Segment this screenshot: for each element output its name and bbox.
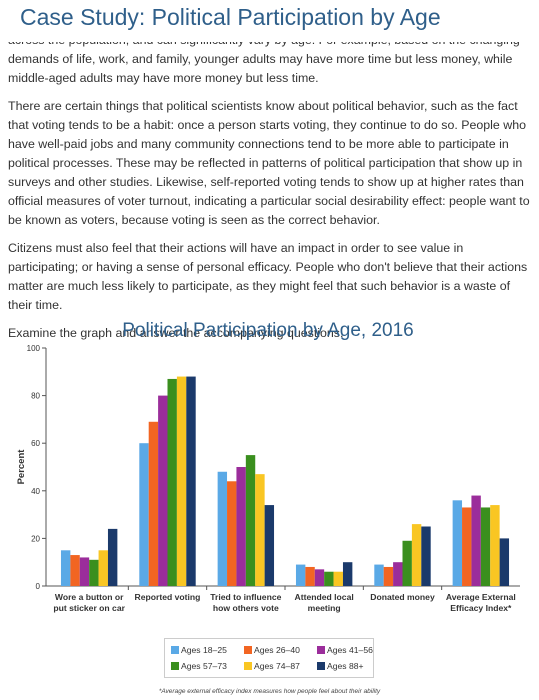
legend-label: Ages 57–73 bbox=[181, 661, 227, 671]
bar bbox=[148, 421, 159, 586]
bar bbox=[186, 376, 196, 586]
legend-swatch bbox=[244, 646, 252, 654]
legend-item: Ages 41–56 bbox=[317, 644, 373, 656]
legend-swatch bbox=[317, 646, 325, 654]
y-tick-label: 100 bbox=[27, 344, 41, 353]
bar bbox=[383, 566, 394, 586]
bar bbox=[264, 505, 275, 586]
y-tick-label: 80 bbox=[31, 392, 40, 401]
bar bbox=[255, 474, 265, 586]
bar bbox=[411, 524, 422, 586]
page-title: Case Study: Political Participation by A… bbox=[0, 0, 539, 42]
bar bbox=[217, 471, 228, 586]
bar bbox=[342, 562, 353, 586]
legend-label: Ages 26–40 bbox=[254, 645, 300, 655]
x-tick-label: Donated money bbox=[370, 592, 435, 602]
legend-swatch bbox=[244, 662, 252, 670]
bar bbox=[60, 550, 71, 586]
bar bbox=[471, 495, 481, 586]
x-tick-label: Wore a button or put sticker on car bbox=[53, 592, 125, 613]
legend-swatch bbox=[317, 662, 325, 670]
legend-item: Ages 74–87 bbox=[244, 660, 300, 672]
x-tick-label: Average External Efficacy Index* bbox=[445, 592, 516, 613]
bar bbox=[421, 526, 431, 586]
legend: Ages 18–25 Ages 26–40 Ages 41–56 Ages 57–73… bbox=[164, 638, 374, 678]
y-tick-label: 20 bbox=[31, 534, 40, 543]
bar bbox=[70, 555, 80, 586]
bar bbox=[79, 557, 90, 586]
y-tick-label: 40 bbox=[31, 487, 40, 496]
bar bbox=[139, 443, 149, 586]
bar bbox=[176, 376, 187, 586]
bar bbox=[490, 505, 500, 586]
x-tick-label: Reported voting bbox=[134, 592, 201, 602]
bar bbox=[295, 564, 306, 586]
paragraph: Examine the graph and answer the accompa… bbox=[8, 326, 344, 340]
bar bbox=[158, 395, 168, 586]
footnote: *Average external efficacy index measure… bbox=[158, 688, 381, 695]
bar bbox=[245, 455, 256, 586]
bar bbox=[314, 569, 325, 586]
y-tick-label: 0 bbox=[36, 582, 41, 591]
bar bbox=[393, 562, 403, 586]
bar bbox=[305, 566, 315, 586]
y-tick-label: 60 bbox=[31, 439, 40, 448]
bar bbox=[402, 540, 412, 586]
legend-item: Ages 26–40 bbox=[244, 644, 300, 656]
legend-label: Ages 88+ bbox=[327, 661, 364, 671]
bar bbox=[452, 500, 463, 586]
bar bbox=[107, 528, 118, 586]
legend-label: Ages 41–56 bbox=[327, 645, 373, 655]
legend-label: Ages 74–87 bbox=[254, 661, 300, 671]
body-text: across the population, and can significa… bbox=[8, 31, 532, 352]
x-tick-label: Attended local meeting bbox=[294, 592, 354, 613]
y-axis-label: Percent bbox=[16, 449, 27, 485]
bar bbox=[480, 507, 491, 586]
bar bbox=[167, 378, 177, 586]
legend-swatch bbox=[171, 662, 179, 670]
legend-label: Ages 18–25 bbox=[181, 645, 227, 655]
bar bbox=[333, 571, 343, 586]
bar bbox=[499, 538, 510, 586]
bar bbox=[89, 559, 99, 586]
legend-item: Ages 88+ bbox=[317, 660, 364, 672]
bar bbox=[324, 571, 334, 586]
chart-title: Political Participation by Age, 2016 bbox=[122, 320, 414, 341]
bar bbox=[236, 467, 246, 586]
legend-item: Ages 57–73 bbox=[171, 660, 227, 672]
bar bbox=[462, 507, 472, 586]
paragraph: Citizens must also feel that their actio… bbox=[8, 241, 528, 312]
x-tick-label: Tried to influence how others vote bbox=[210, 592, 282, 613]
legend-item: Ages 18–25 bbox=[171, 644, 227, 656]
bar bbox=[374, 564, 384, 586]
legend-swatch bbox=[171, 646, 179, 654]
bar bbox=[227, 481, 237, 586]
bar bbox=[98, 550, 108, 586]
paragraph: There are certain things that political … bbox=[8, 99, 530, 227]
